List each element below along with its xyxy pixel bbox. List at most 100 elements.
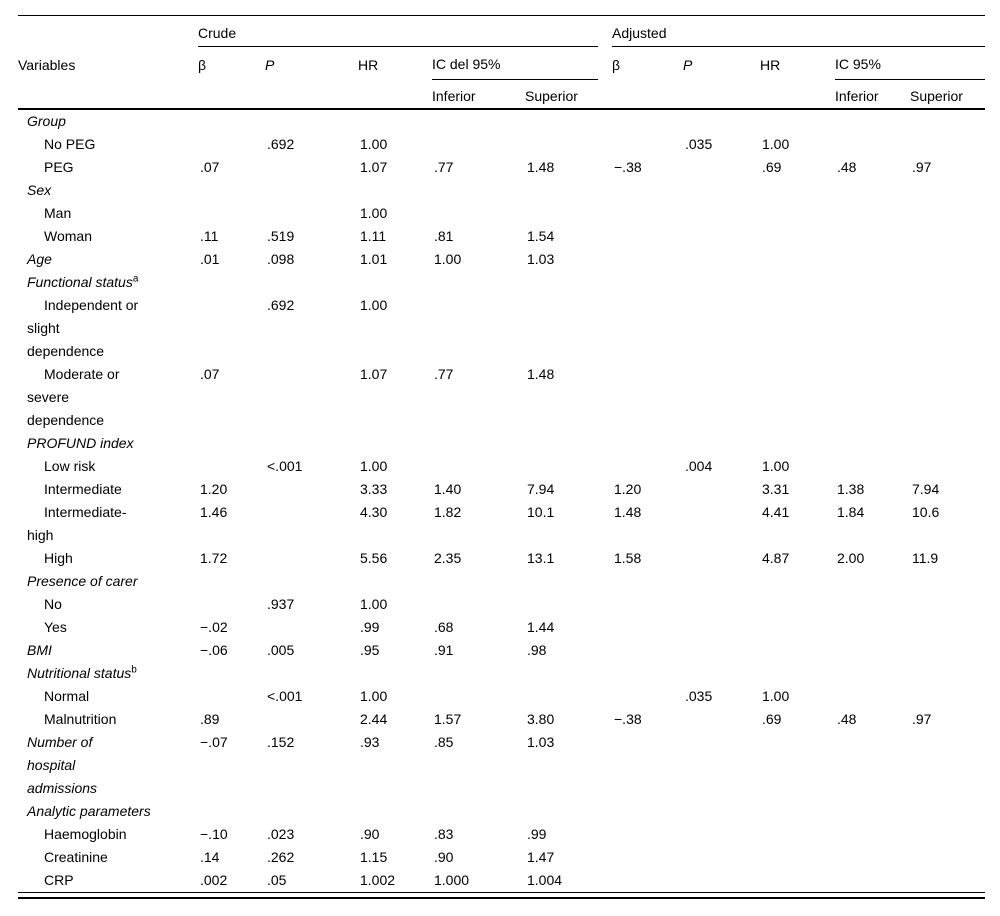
cell-adjusted-inferior: [835, 823, 910, 846]
cell-adjusted-beta: 1.48: [614, 504, 642, 520]
row-label: BMI: [27, 642, 52, 658]
cell-crude-beta: −.02: [200, 619, 228, 635]
cell-crude-superior: 1.44: [527, 619, 555, 635]
cell-adjusted-inferior: [835, 846, 910, 869]
cell-adjusted-superior: [910, 432, 985, 455]
cell-adjusted-hr: [760, 432, 835, 455]
cell-adjusted-superior: [910, 202, 985, 225]
cell-adjusted-inferior: [835, 662, 910, 685]
cell-adjusted-hr: 1.00: [762, 136, 790, 152]
cell-adjusted-superior: [910, 685, 985, 708]
cell-crude-hr: [358, 110, 432, 133]
cell-crude-superior: 13.1: [527, 550, 555, 566]
cell-adjusted-hr: [760, 731, 835, 800]
row-label: Analytic parameters: [27, 803, 151, 819]
cell-adjusted-hr: [760, 593, 835, 616]
table-row: Group: [18, 110, 985, 133]
table-body: Group No PEG .692 1.00 .035 1.00 PEG .07 1.07 .77…: [18, 110, 985, 892]
cell-crude-inferior: .68: [434, 619, 454, 635]
table-bottom-rule: [18, 897, 985, 899]
cell-crude-beta: [198, 202, 265, 225]
row-label: PEG: [44, 159, 74, 175]
cell-adjusted-beta: [612, 685, 683, 708]
cell-adjusted-p: [683, 294, 760, 363]
cell-adjusted-hr: 3.31: [762, 481, 790, 497]
cell-adjusted-superior: [910, 455, 985, 478]
cell-crude-p: [265, 363, 358, 432]
cell-adjusted-beta: [612, 823, 683, 846]
cell-adjusted-inferior: [835, 225, 910, 248]
cell-adjusted-hr: [760, 294, 835, 363]
cell-crude-beta: .89: [200, 711, 220, 727]
cell-crude-inferior: .77: [434, 159, 454, 175]
col-header-adjusted-superior: Superior: [910, 80, 985, 108]
cell-crude-superior: [525, 593, 612, 616]
cell-crude-superior: 1.03: [527, 734, 555, 750]
cell-adjusted-superior: [910, 179, 985, 202]
cell-crude-superior: 1.03: [527, 251, 555, 267]
cell-crude-p: [265, 179, 358, 202]
row-label: No PEG: [44, 136, 96, 152]
cell-crude-inferior: .91: [434, 642, 454, 658]
cell-crude-inferior: [432, 593, 525, 616]
cell-crude-inferior: .85: [434, 734, 454, 750]
cell-crude-superior: .99: [527, 826, 547, 842]
cell-crude-hr: 1.00: [360, 136, 388, 152]
table-header-bounds: Inferior Superior Inferior Superior: [18, 80, 985, 108]
cell-adjusted-p: [683, 271, 760, 294]
cell-adjusted-inferior: [835, 570, 910, 593]
col-header-adjusted-beta: β: [612, 47, 683, 80]
col-header-variables-label: Variables: [18, 57, 76, 73]
cell-adjusted-p: [683, 639, 760, 662]
cell-adjusted-beta: [612, 662, 683, 685]
cell-adjusted-p: [683, 570, 760, 593]
cell-adjusted-p: [683, 662, 760, 685]
row-label: Sex: [27, 182, 52, 198]
cell-crude-inferior: [432, 110, 525, 133]
cell-crude-hr: 1.07: [360, 159, 388, 175]
cell-adjusted-superior: [910, 110, 985, 133]
cell-adjusted-p: [683, 823, 760, 846]
cell-crude-p: [265, 501, 358, 547]
cell-crude-beta: −.06: [200, 642, 228, 658]
cell-crude-inferior: .90: [434, 849, 454, 865]
cell-crude-hr: 1.00: [360, 205, 388, 221]
row-label: PROFUND index: [27, 435, 134, 451]
cell-adjusted-superior: [910, 570, 985, 593]
cell-crude-hr: 2.44: [360, 711, 388, 727]
cell-adjusted-superior: [910, 846, 985, 869]
cell-adjusted-hr: [760, 363, 835, 432]
cell-crude-superior: [525, 294, 612, 363]
cell-crude-beta: .07: [200, 159, 220, 175]
cell-adjusted-superior: [910, 294, 985, 363]
cell-crude-beta: [198, 271, 265, 294]
cell-adjusted-beta: [612, 432, 683, 455]
cell-crude-hr: 1.00: [360, 458, 388, 474]
cell-adjusted-beta: [612, 846, 683, 869]
row-label: CRP: [44, 872, 74, 888]
cell-adjusted-hr: 1.00: [762, 688, 790, 704]
cell-adjusted-hr: [760, 662, 835, 685]
cell-crude-beta: [198, 110, 265, 133]
table-row: Woman .11 .519 1.11 .81 1.54: [18, 225, 985, 248]
cell-adjusted-hr: [760, 869, 835, 892]
cell-crude-p: [265, 616, 358, 639]
table-row: CRP .002 .05 1.002 1.000 1.004: [18, 869, 985, 892]
cell-adjusted-beta: [612, 133, 683, 156]
row-label: Moderate or severe dependence: [27, 366, 120, 428]
row-label: Yes: [44, 619, 67, 635]
col-header-crude-inferior-label: Inferior: [432, 88, 476, 104]
col-header-crude-superior: Superior: [525, 80, 612, 108]
cell-crude-inferior: .83: [434, 826, 454, 842]
cell-adjusted-beta: [612, 731, 683, 800]
col-header-adjusted-p: P: [683, 47, 760, 80]
cell-crude-beta: [198, 662, 265, 685]
cell-crude-hr: [358, 570, 432, 593]
cell-crude-beta: .002: [200, 872, 228, 888]
cell-adjusted-hr: [760, 639, 835, 662]
cell-adjusted-beta: [612, 225, 683, 248]
cell-adjusted-beta: [612, 202, 683, 225]
cell-adjusted-p: [683, 593, 760, 616]
cell-crude-beta: [198, 432, 265, 455]
